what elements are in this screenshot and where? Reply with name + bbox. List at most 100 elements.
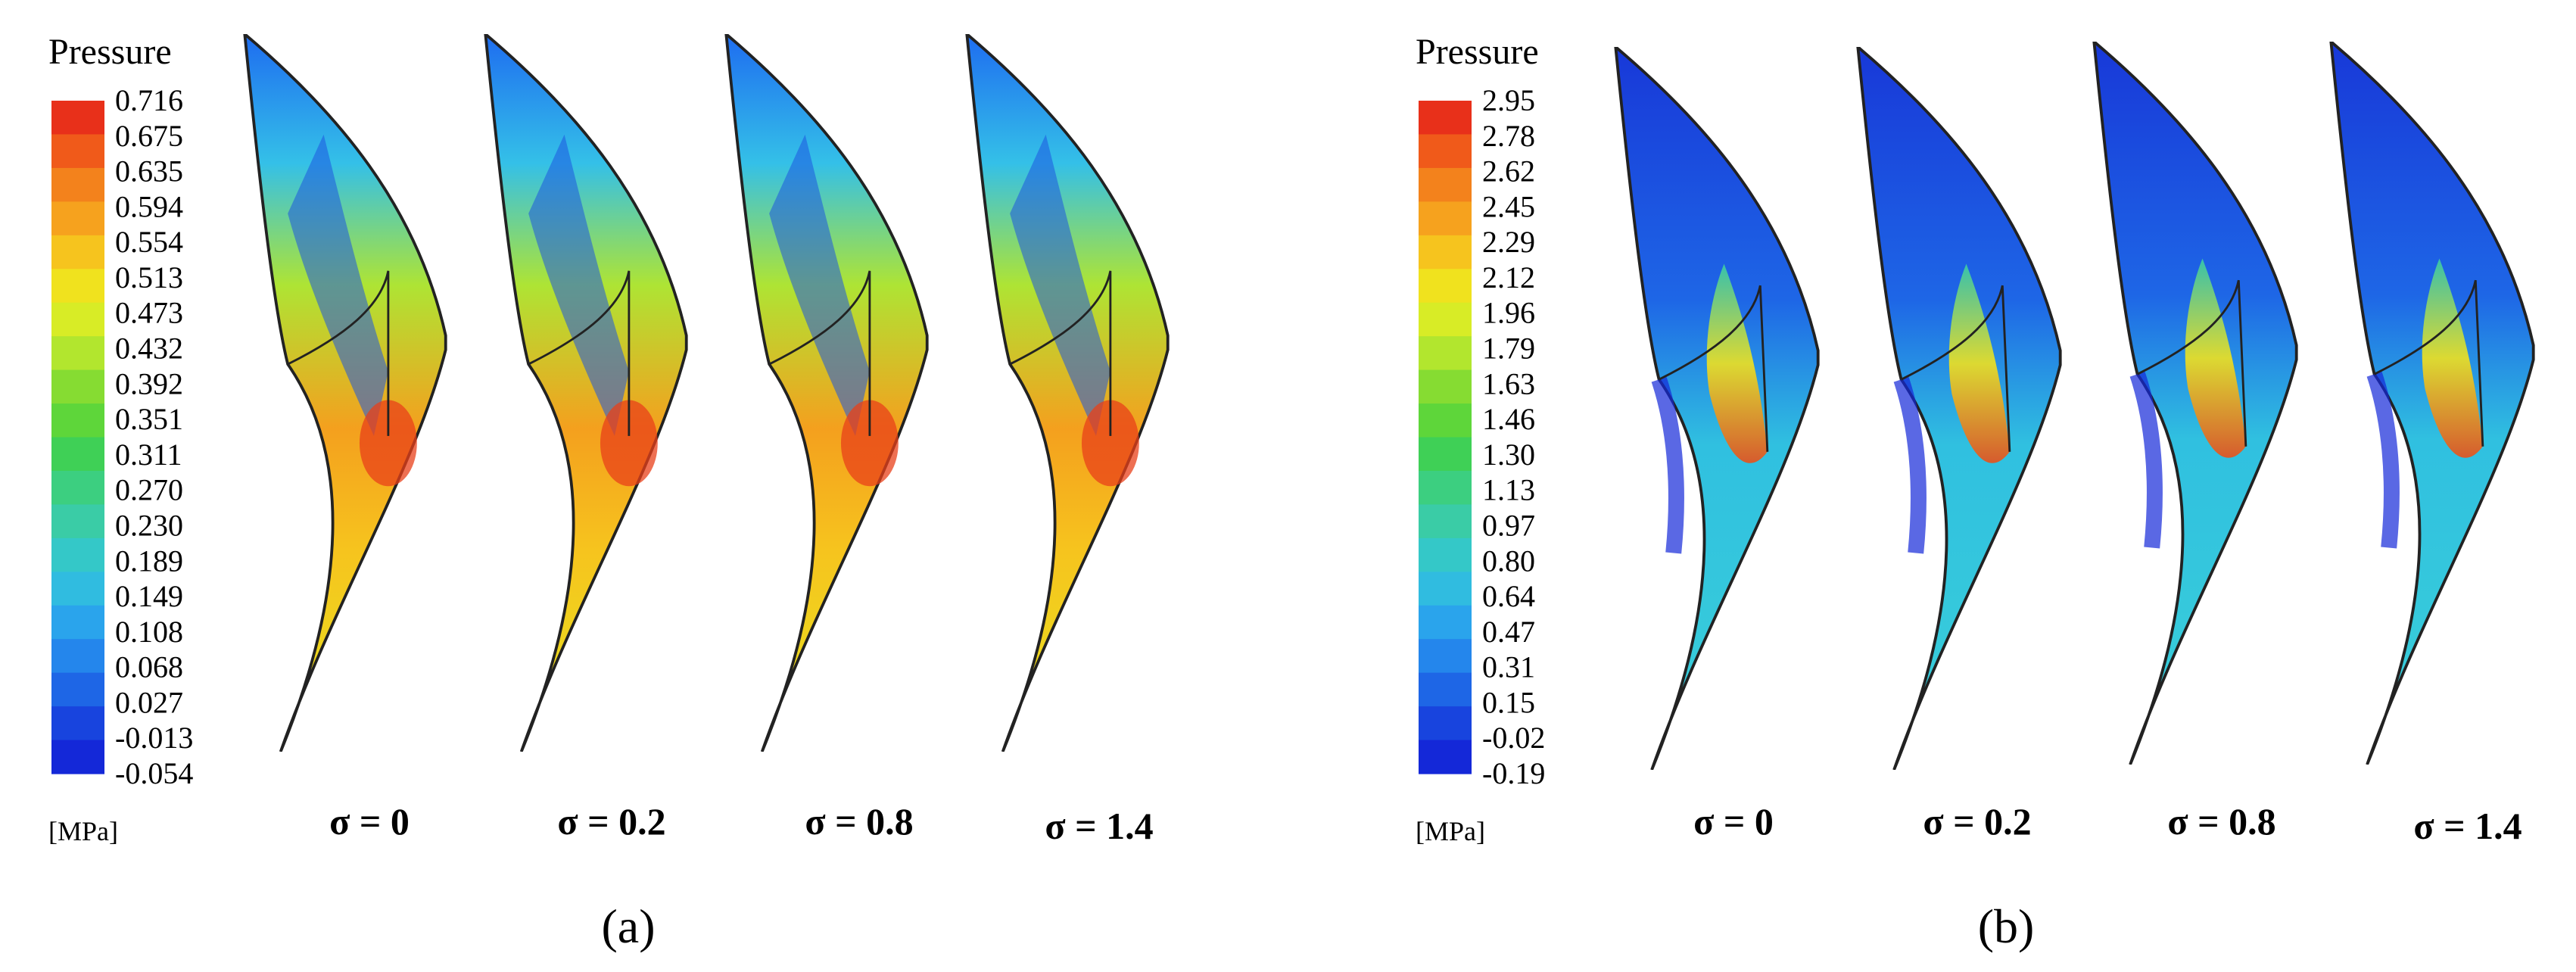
colorbar-tick-label: 0.270 — [115, 473, 183, 507]
colorbar-swatch — [51, 740, 104, 774]
colorbar-swatch — [1419, 302, 1472, 337]
colorbar-swatch — [1419, 672, 1472, 707]
panel-label-b: (b) — [1978, 899, 2035, 953]
colorbar-swatch — [51, 336, 104, 371]
colorbar-tick-label: 0.230 — [115, 508, 183, 542]
colorbar-swatch — [1419, 403, 1472, 438]
colorbar-swatch — [1419, 201, 1472, 236]
colorbar-tick-label: 0.108 — [115, 615, 183, 649]
colorbar-tick-label: 1.13 — [1482, 473, 1535, 507]
legend-title-b: Pressure — [1416, 32, 1539, 72]
sigma-label-a-3: σ = 0.8 — [805, 800, 913, 843]
colorbar-tick-label: 0.64 — [1482, 579, 1535, 613]
colorbar-tick-label: -0.013 — [115, 721, 193, 755]
colorbar-tick-label: 2.29 — [1482, 225, 1535, 259]
sigma-label-a-2: σ = 0.2 — [557, 800, 665, 843]
colorbar-swatch — [1419, 235, 1472, 269]
colorbar-swatch — [51, 572, 104, 606]
colorbar-tick-label: 2.12 — [1482, 260, 1535, 294]
colorbar-swatch — [1419, 101, 1472, 136]
colorbar-tick-label: 0.149 — [115, 579, 183, 613]
colorbar-tick-label: 0.311 — [115, 438, 182, 472]
colorbar-b: 2.952.782.622.452.292.121.961.791.631.46… — [1419, 83, 1545, 790]
colorbar-tick-label: 0.31 — [1482, 650, 1535, 684]
colorbar-swatch — [1419, 437, 1472, 472]
colorbar-tick-label: -0.02 — [1482, 721, 1545, 755]
colorbar-swatch — [51, 403, 104, 438]
colorbar-tick-label: 1.79 — [1482, 332, 1535, 366]
legend-unit-a: [MPa] — [48, 816, 118, 846]
colorbar-tick-label: 2.95 — [1482, 83, 1535, 117]
colorbar-swatch — [51, 706, 104, 741]
colorbar-tick-label: 2.45 — [1482, 189, 1535, 223]
blade-contour-a-2 — [485, 34, 686, 752]
colorbar-tick-label: 0.594 — [115, 189, 183, 223]
colorbar-swatch — [1419, 504, 1472, 539]
colorbar-tick-label: 0.47 — [1482, 615, 1535, 649]
colorbar-tick-label: -0.054 — [115, 756, 193, 790]
colorbar-swatch — [1419, 336, 1472, 371]
sigma-label-a-1: σ = 0 — [329, 800, 410, 843]
blade-contour-b-3 — [2094, 42, 2296, 765]
colorbar-swatch — [1419, 470, 1472, 505]
sigma-label-b-4: σ = 1.4 — [2413, 805, 2521, 847]
legend-title-a: Pressure — [48, 32, 172, 72]
colorbar-tick-label: 2.78 — [1482, 119, 1535, 153]
colorbar-tick-label: 1.96 — [1482, 296, 1535, 330]
colorbar-swatch — [51, 605, 104, 640]
colorbar-swatch — [51, 302, 104, 337]
colorbar-swatch — [1419, 740, 1472, 774]
colorbar-swatch — [1419, 369, 1472, 404]
colorbar-swatch — [1419, 269, 1472, 304]
colorbar-tick-label: 1.30 — [1482, 438, 1535, 472]
blade-contour-b-2 — [1858, 47, 2060, 770]
colorbar-swatch — [51, 470, 104, 505]
panel-a: Pressure 0.7160.6750.6350.5940.5540.5130… — [48, 32, 1168, 953]
sigma-label-b-3: σ = 0.8 — [2167, 800, 2275, 843]
colorbar-tick-label: 0.027 — [115, 685, 183, 719]
colorbar-swatch — [51, 504, 104, 539]
legend-unit-b: [MPa] — [1416, 816, 1485, 846]
colorbar-swatch — [1419, 572, 1472, 606]
colorbar-tick-label: 0.351 — [115, 402, 183, 436]
sigma-label-b-1: σ = 0 — [1693, 800, 1774, 843]
colorbar-swatch — [1419, 537, 1472, 572]
colorbar-tick-label: -0.19 — [1482, 756, 1545, 790]
blade-contour-a-3 — [726, 34, 927, 752]
colorbar-swatch — [51, 437, 104, 472]
colorbar-tick-label: 0.97 — [1482, 508, 1535, 542]
blade-contour-b-4 — [2331, 42, 2533, 765]
colorbar-swatch — [1419, 605, 1472, 640]
colorbar-tick-label: 0.392 — [115, 366, 183, 400]
sigma-label-a-4: σ = 1.4 — [1045, 805, 1153, 847]
colorbar-tick-label: 0.068 — [115, 650, 183, 684]
colorbar-swatch — [51, 134, 104, 169]
colorbar-swatch — [1419, 134, 1472, 169]
colorbar-tick-label: 0.15 — [1482, 685, 1535, 719]
colorbar-swatch — [1419, 167, 1472, 202]
colorbar-swatch — [51, 537, 104, 572]
blade-contour-a-1 — [245, 34, 445, 752]
colorbar-swatch — [51, 101, 104, 136]
colorbar-swatch — [51, 167, 104, 202]
colorbar-a: 0.7160.6750.6350.5940.5540.5130.4730.432… — [51, 83, 193, 790]
colorbar-tick-label: 1.63 — [1482, 366, 1535, 400]
colorbar-swatch — [51, 201, 104, 236]
colorbar-swatch — [51, 369, 104, 404]
colorbar-tick-label: 2.62 — [1482, 154, 1535, 188]
colorbar-tick-label: 0.473 — [115, 296, 183, 330]
colorbar-tick-label: 0.80 — [1482, 544, 1535, 578]
colorbar-tick-label: 0.716 — [115, 83, 183, 117]
colorbar-swatch — [51, 672, 104, 707]
colorbar-tick-label: 0.513 — [115, 260, 183, 294]
panel-b: Pressure 2.952.782.622.452.292.121.961.7… — [1416, 32, 2534, 953]
colorbar-tick-label: 1.46 — [1482, 402, 1535, 436]
colorbar-tick-label: 0.675 — [115, 119, 183, 153]
panel-label-a: (a) — [601, 899, 655, 953]
colorbar-tick-label: 0.635 — [115, 154, 183, 188]
colorbar-swatch — [51, 235, 104, 269]
sigma-label-b-2: σ = 0.2 — [1923, 800, 2031, 843]
colorbar-tick-label: 0.189 — [115, 544, 183, 578]
colorbar-swatch — [51, 269, 104, 304]
